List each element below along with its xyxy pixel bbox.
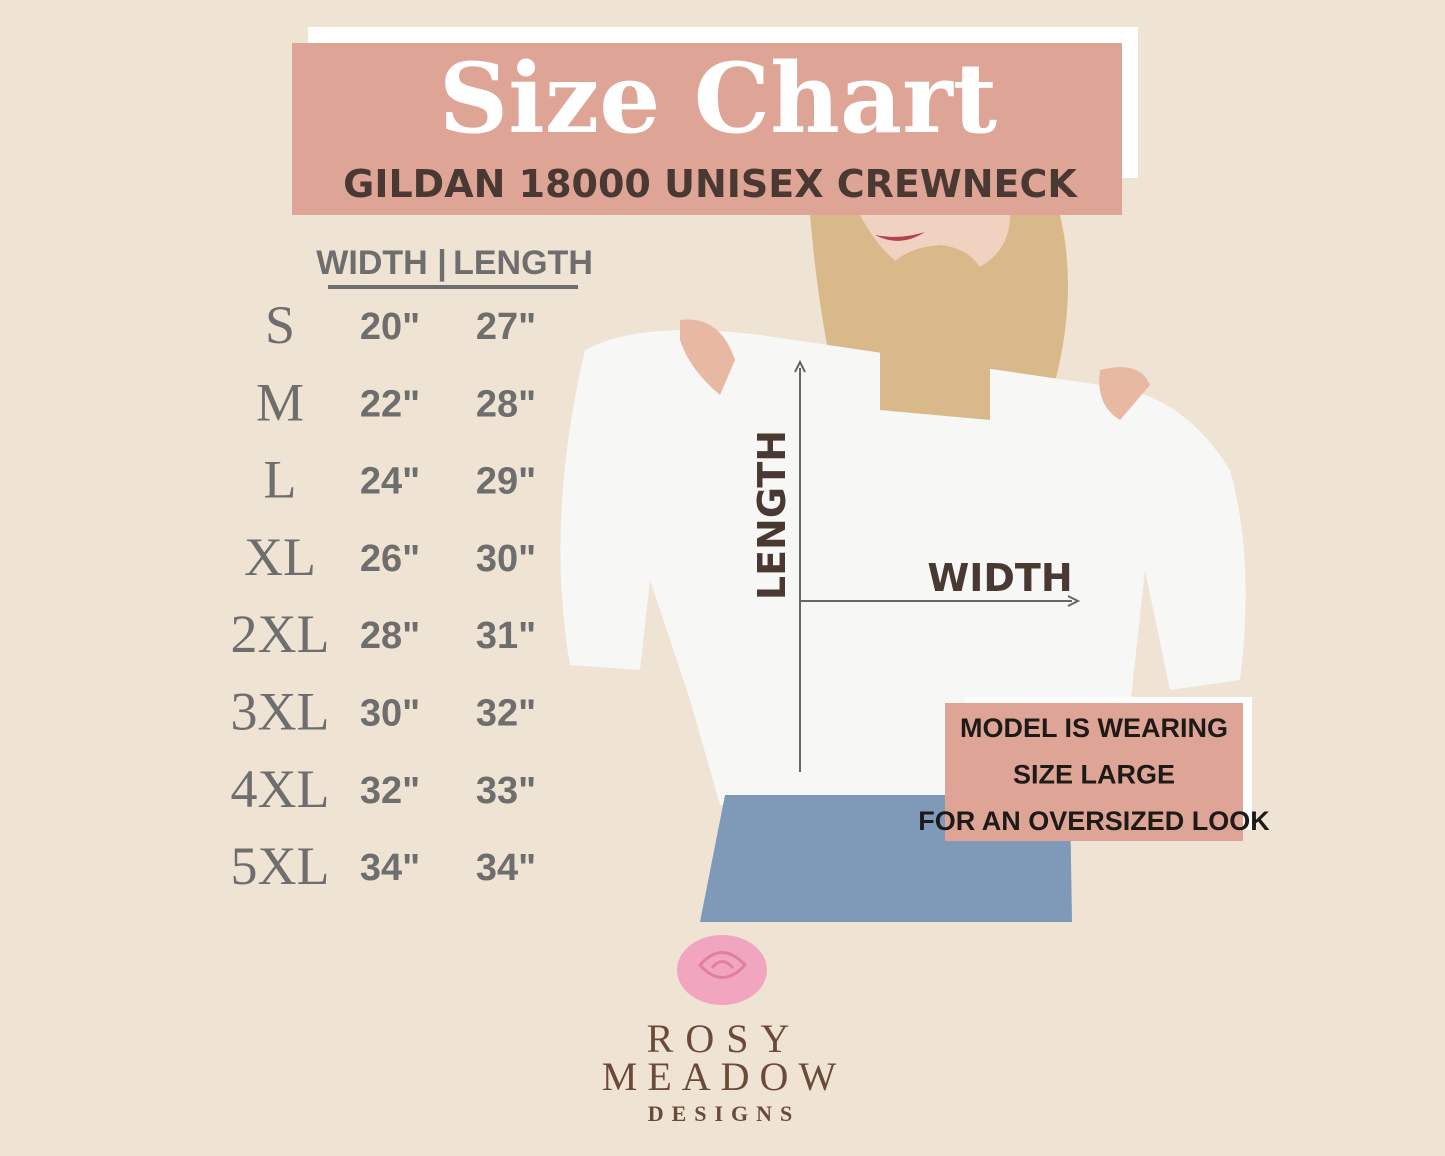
width-value: 28" — [360, 615, 420, 657]
size-label: 5XL — [231, 836, 330, 896]
width-value: 24" — [360, 461, 420, 503]
length-label: LENGTH — [750, 430, 794, 600]
size-label: S — [265, 295, 295, 355]
size-label: 3XL — [231, 682, 330, 742]
note-box — [945, 703, 1243, 841]
size-label: L — [264, 450, 297, 510]
note-line: SIZE LARGE — [1013, 760, 1175, 790]
length-value: 27" — [476, 306, 536, 348]
note: MODEL IS WEARING SIZE LARGE FOR AN OVERSIZ… — [918, 713, 1270, 836]
subtitle: GILDAN 18000 UNISEX CREWNECK — [343, 162, 1078, 206]
column-separator: | — [437, 244, 447, 282]
model — [560, 215, 1246, 922]
rose-logo — [677, 935, 767, 1005]
length-value: 29" — [476, 461, 536, 503]
width-value: 22" — [360, 383, 420, 425]
brand-line: ROSY — [647, 1016, 802, 1061]
width-value: 34" — [360, 847, 420, 889]
title: Size Chart — [439, 42, 997, 155]
arrow-head — [1067, 595, 1081, 607]
width-value: 30" — [360, 693, 420, 735]
brand-line: DESIGNS — [648, 1101, 801, 1126]
width-label: WIDTH — [927, 556, 1072, 600]
size-label: M — [256, 372, 304, 432]
length-value: 30" — [476, 538, 536, 580]
arrow-head — [794, 359, 806, 373]
width-value: 26" — [360, 538, 420, 580]
length-value: 28" — [476, 383, 536, 425]
size-table: WIDTH | LENGTH S 20" 27" M 22" 28" L 24" 29" XL 26… — [231, 244, 593, 896]
length-value: 32" — [476, 693, 536, 735]
width-value: 20" — [360, 306, 420, 348]
brand-line: MEADOW — [602, 1054, 846, 1099]
column-header: WIDTH — [316, 244, 427, 282]
length-value: 33" — [476, 770, 536, 812]
title-box — [292, 43, 1122, 215]
length-value: 34" — [476, 847, 536, 889]
column-header: LENGTH — [453, 244, 593, 282]
size-label: 2XL — [231, 604, 330, 664]
note-line: MODEL IS WEARING — [960, 713, 1228, 743]
note-line: FOR AN OVERSIZED LOOK — [918, 806, 1270, 836]
size-label: XL — [244, 527, 316, 587]
width-value: 32" — [360, 770, 420, 812]
size-label: 4XL — [231, 759, 330, 819]
length-value: 31" — [476, 615, 536, 657]
